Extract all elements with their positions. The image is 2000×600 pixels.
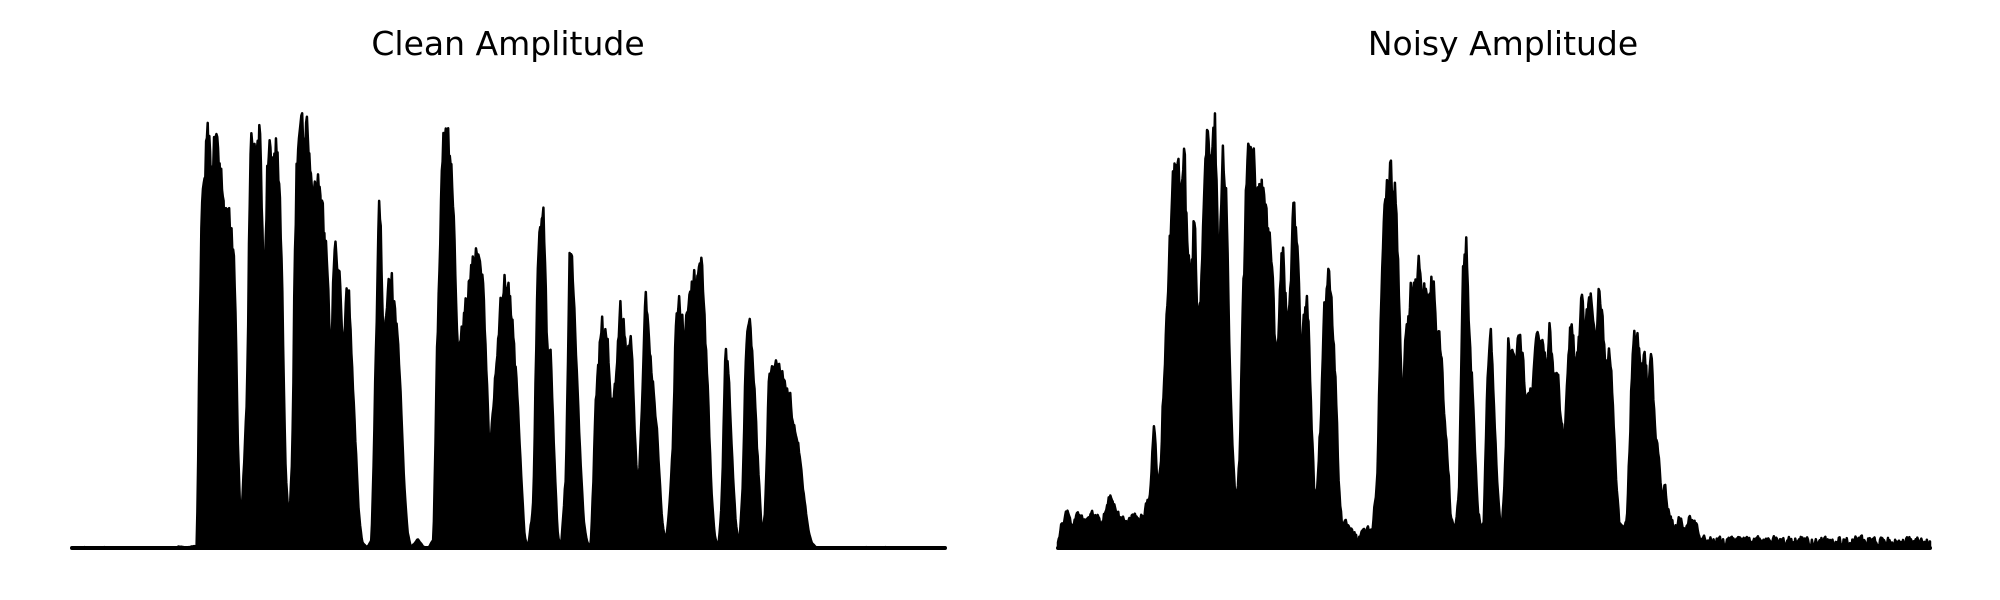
clean-waveform-area (70, 112, 947, 550)
clean-amplitude-title: Clean Amplitude (371, 24, 645, 63)
clean-amplitude-panel: Clean Amplitude (70, 24, 947, 550)
clean-amplitude-chart (70, 112, 947, 550)
noisy-amplitude-chart (1056, 112, 1932, 550)
noisy-waveform-area (1056, 112, 1932, 550)
noisy-amplitude-panel: Noisy Amplitude (1000, 0, 2000, 600)
noisy-amplitude-title: Noisy Amplitude (1367, 24, 1639, 63)
